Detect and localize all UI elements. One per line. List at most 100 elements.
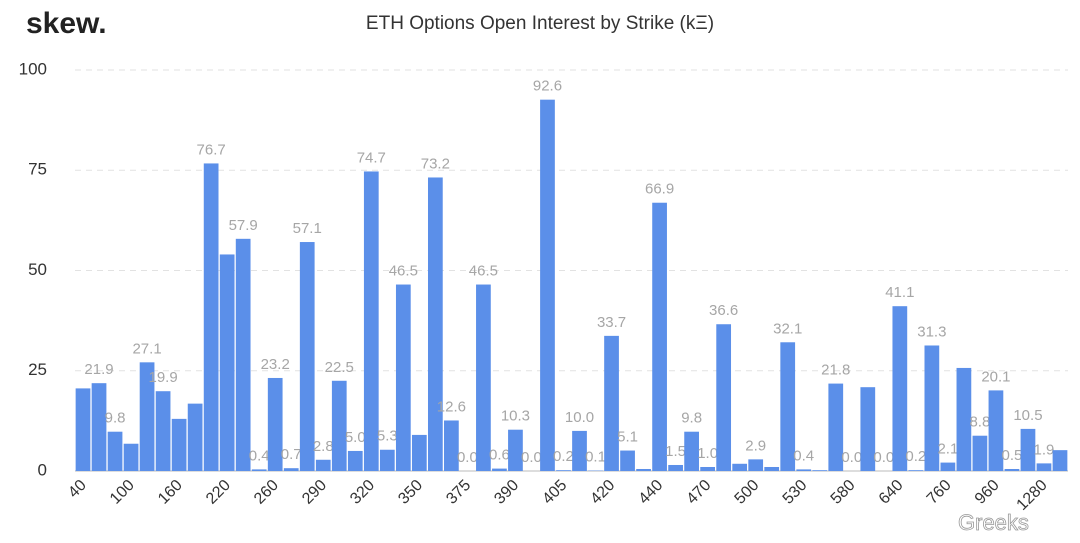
bar bbox=[235, 238, 251, 471]
value-label: 21.8 bbox=[821, 362, 850, 379]
bar bbox=[812, 470, 828, 471]
value-label: 0.0 bbox=[841, 449, 862, 466]
bar bbox=[363, 171, 379, 471]
x-tick-label: 160 bbox=[155, 477, 186, 508]
bar bbox=[155, 391, 171, 471]
bar bbox=[764, 466, 780, 471]
bar bbox=[972, 435, 988, 471]
value-label: 57.1 bbox=[293, 220, 322, 237]
bar bbox=[668, 464, 683, 471]
x-tick-label: 530 bbox=[780, 477, 811, 508]
value-label: 10.5 bbox=[1013, 407, 1042, 424]
x-tick-label: 500 bbox=[732, 477, 763, 508]
value-label: 20.1 bbox=[981, 368, 1010, 385]
bar bbox=[620, 450, 635, 471]
value-label: 0.5 bbox=[1002, 447, 1023, 464]
value-label: 2.8 bbox=[313, 438, 334, 455]
value-label: 66.9 bbox=[645, 181, 674, 198]
y-tick-label: 75 bbox=[28, 160, 47, 179]
x-tick-label: 580 bbox=[828, 477, 859, 508]
value-label: 46.5 bbox=[469, 263, 498, 280]
bar bbox=[956, 367, 972, 471]
value-label: 0.2 bbox=[553, 448, 574, 465]
value-label: 5.1 bbox=[617, 429, 638, 446]
value-label: 32.1 bbox=[773, 320, 802, 337]
bar bbox=[107, 431, 123, 471]
bar bbox=[171, 418, 187, 471]
value-label: 1.0 bbox=[697, 445, 718, 462]
value-label: 46.5 bbox=[389, 263, 418, 280]
bar bbox=[283, 468, 299, 471]
x-tick-label: 375 bbox=[443, 477, 474, 508]
x-tick-label: 420 bbox=[587, 477, 618, 508]
x-tick-label: 405 bbox=[539, 477, 570, 508]
value-label: 5.3 bbox=[377, 428, 398, 445]
value-label: 22.5 bbox=[325, 359, 354, 376]
value-label: 9.8 bbox=[681, 410, 702, 427]
bar bbox=[123, 443, 139, 471]
x-tick-label: 760 bbox=[924, 477, 955, 508]
value-label: 23.2 bbox=[261, 356, 290, 373]
bar bbox=[411, 434, 427, 471]
x-tick-label: 100 bbox=[107, 477, 138, 508]
value-label: 0.6 bbox=[489, 447, 510, 464]
watermark: Greeks bbox=[958, 510, 1029, 535]
x-tick-label: 220 bbox=[203, 477, 234, 508]
bar bbox=[379, 449, 395, 471]
bar bbox=[508, 429, 523, 471]
bar bbox=[203, 163, 219, 472]
bar bbox=[652, 202, 667, 471]
x-tick-label: 470 bbox=[684, 477, 715, 508]
value-label: 10.0 bbox=[565, 409, 594, 426]
value-label: 8.8 bbox=[969, 414, 990, 431]
value-label: 31.3 bbox=[917, 323, 946, 340]
bar bbox=[716, 324, 732, 471]
bar bbox=[187, 403, 203, 471]
bar bbox=[427, 177, 443, 471]
value-label: 0.2 bbox=[905, 448, 926, 465]
bar bbox=[780, 342, 796, 471]
value-label: 74.7 bbox=[357, 149, 386, 166]
x-tick-label: 640 bbox=[876, 477, 907, 508]
y-tick-label: 100 bbox=[19, 59, 47, 78]
bar bbox=[1036, 463, 1052, 471]
value-label: 27.1 bbox=[132, 340, 161, 357]
bar bbox=[700, 466, 716, 471]
bar bbox=[860, 387, 876, 471]
value-label: 0.0 bbox=[457, 449, 478, 466]
chart-title: ETH Options Open Interest by Strike (kΞ) bbox=[366, 13, 714, 34]
x-tick-label: 260 bbox=[251, 477, 282, 508]
value-label: 0.7 bbox=[281, 446, 302, 463]
value-label: 1.5 bbox=[665, 443, 686, 460]
bar bbox=[347, 450, 363, 471]
y-tick-label: 0 bbox=[38, 460, 47, 479]
value-label: 5.0 bbox=[345, 429, 366, 446]
bar bbox=[540, 99, 555, 471]
value-label: 2.9 bbox=[745, 437, 766, 454]
bar bbox=[908, 470, 924, 471]
bar bbox=[315, 459, 331, 471]
bar bbox=[636, 468, 651, 471]
bar bbox=[940, 462, 956, 471]
bar bbox=[604, 335, 619, 471]
bar bbox=[75, 388, 91, 471]
bar bbox=[828, 383, 844, 471]
x-tick-label: 1280 bbox=[1014, 477, 1051, 514]
value-label: 73.2 bbox=[421, 155, 450, 172]
bar bbox=[556, 470, 571, 471]
bar bbox=[91, 383, 107, 471]
y-tick-label: 50 bbox=[28, 260, 47, 279]
x-tick-label: 290 bbox=[299, 477, 330, 508]
bar bbox=[572, 430, 587, 471]
bar bbox=[492, 468, 507, 471]
bar bbox=[331, 380, 347, 471]
value-label: 36.6 bbox=[709, 302, 738, 319]
bar bbox=[1052, 450, 1068, 471]
value-label: 41.1 bbox=[885, 284, 914, 301]
value-label: 12.6 bbox=[437, 398, 466, 415]
value-label: 57.9 bbox=[229, 217, 258, 234]
value-label: 21.9 bbox=[84, 361, 113, 378]
bar bbox=[251, 469, 267, 471]
value-label: 0.4 bbox=[249, 447, 270, 464]
bar bbox=[924, 345, 940, 471]
